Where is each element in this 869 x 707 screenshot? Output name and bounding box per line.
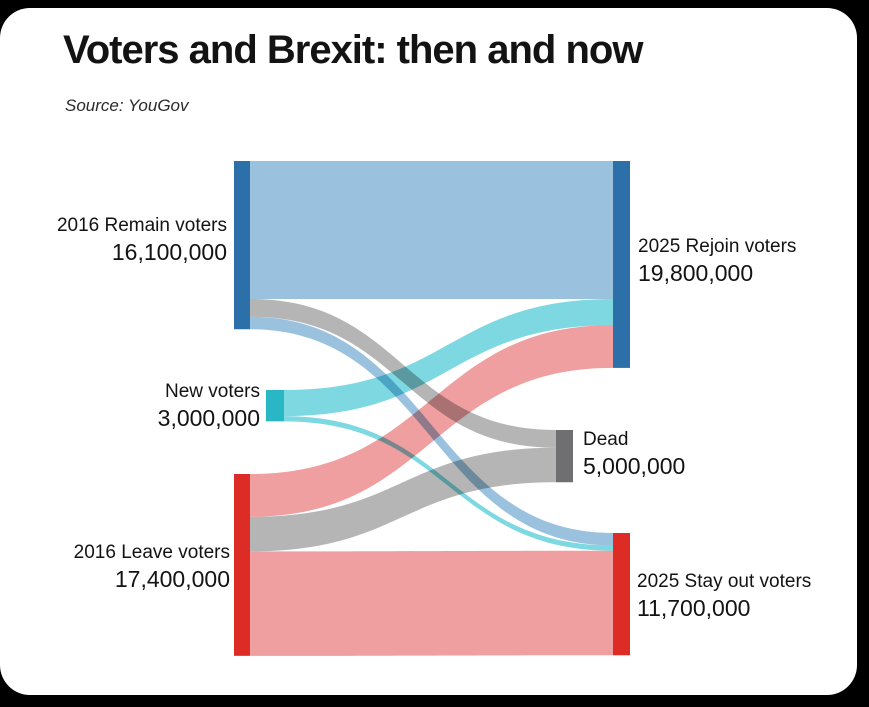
node-rejoin2025 [613, 161, 630, 368]
node-dead [556, 430, 573, 483]
node-label-2025-stay-out-voters: 2025 Stay out voters 11,700,000 [637, 571, 811, 623]
node-label-2016-remain-voters: 2016 Remain voters 16,100,000 [57, 215, 227, 267]
node-name-2025-stay-out-voters: 2025 Stay out voters [637, 571, 812, 592]
node-value-2025-stay-out-voters: 11,700,000 [637, 595, 751, 622]
flow-remain2016-to-rejoin2025 [250, 161, 613, 299]
node-name-dead: Dead [583, 429, 629, 450]
node-stayout2025 [613, 533, 630, 656]
node-value-dead: 5,000,000 [583, 453, 686, 480]
node-value-2025-rejoin-voters: 19,800,000 [638, 260, 754, 287]
node-value-new-voters: 3,000,000 [157, 405, 260, 432]
flow-leave2016-to-stayout2025 [250, 550, 613, 656]
node-remain2016 [234, 161, 250, 330]
node-label-new-voters: New voters 3,000,000 [158, 381, 260, 433]
node-new_voters [266, 390, 284, 422]
flow-leave2016-to-rejoin2025 [250, 325, 613, 517]
node-leave2016 [234, 474, 250, 656]
flow-new_voters-to-rejoin2025 [284, 298, 613, 417]
node-name-2016-remain-voters: 2016 Remain voters [56, 215, 227, 236]
node-label-2025-rejoin-voters: 2025 Rejoin voters 19,800,000 [638, 236, 796, 288]
node-name-new-voters: New voters [164, 381, 260, 402]
node-value-2016-remain-voters: 16,100,000 [111, 239, 227, 266]
source-credit: Source: YouGov [65, 96, 189, 115]
node-name-2016-leave-voters: 2016 Leave voters [73, 542, 230, 563]
flow-leave2016-to-dead [250, 447, 556, 552]
node-name-2025-rejoin-voters: 2025 Rejoin voters [638, 236, 797, 257]
node-value-2016-leave-voters: 17,400,000 [114, 566, 230, 593]
node-label-dead: Dead 5,000,000 [583, 429, 685, 481]
node-label-2016-leave-voters: 2016 Leave voters 17,400,000 [74, 542, 230, 594]
chart-title: Voters and Brexit: then and now [63, 28, 643, 72]
